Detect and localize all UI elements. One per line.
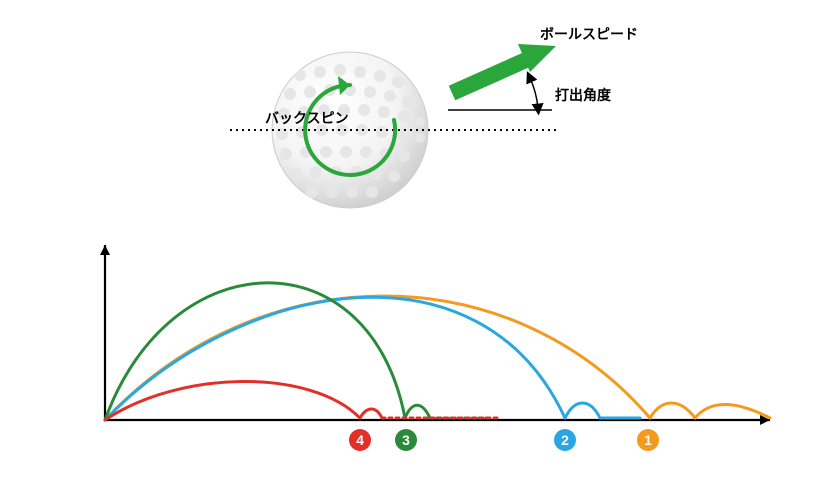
marker-4: 4 xyxy=(349,429,371,451)
chart-axes xyxy=(100,245,770,425)
trajectory-red xyxy=(105,381,500,420)
marker-3: 3 xyxy=(395,429,417,451)
marker-1: 1 xyxy=(637,429,659,451)
trajectory-blue xyxy=(105,297,640,420)
marker-2: 2 xyxy=(554,429,576,451)
trajectory-orange xyxy=(105,296,770,420)
figure-root: ボールスピード 打出角度 バックスピン xyxy=(0,0,830,500)
trajectory-chart xyxy=(0,0,830,500)
